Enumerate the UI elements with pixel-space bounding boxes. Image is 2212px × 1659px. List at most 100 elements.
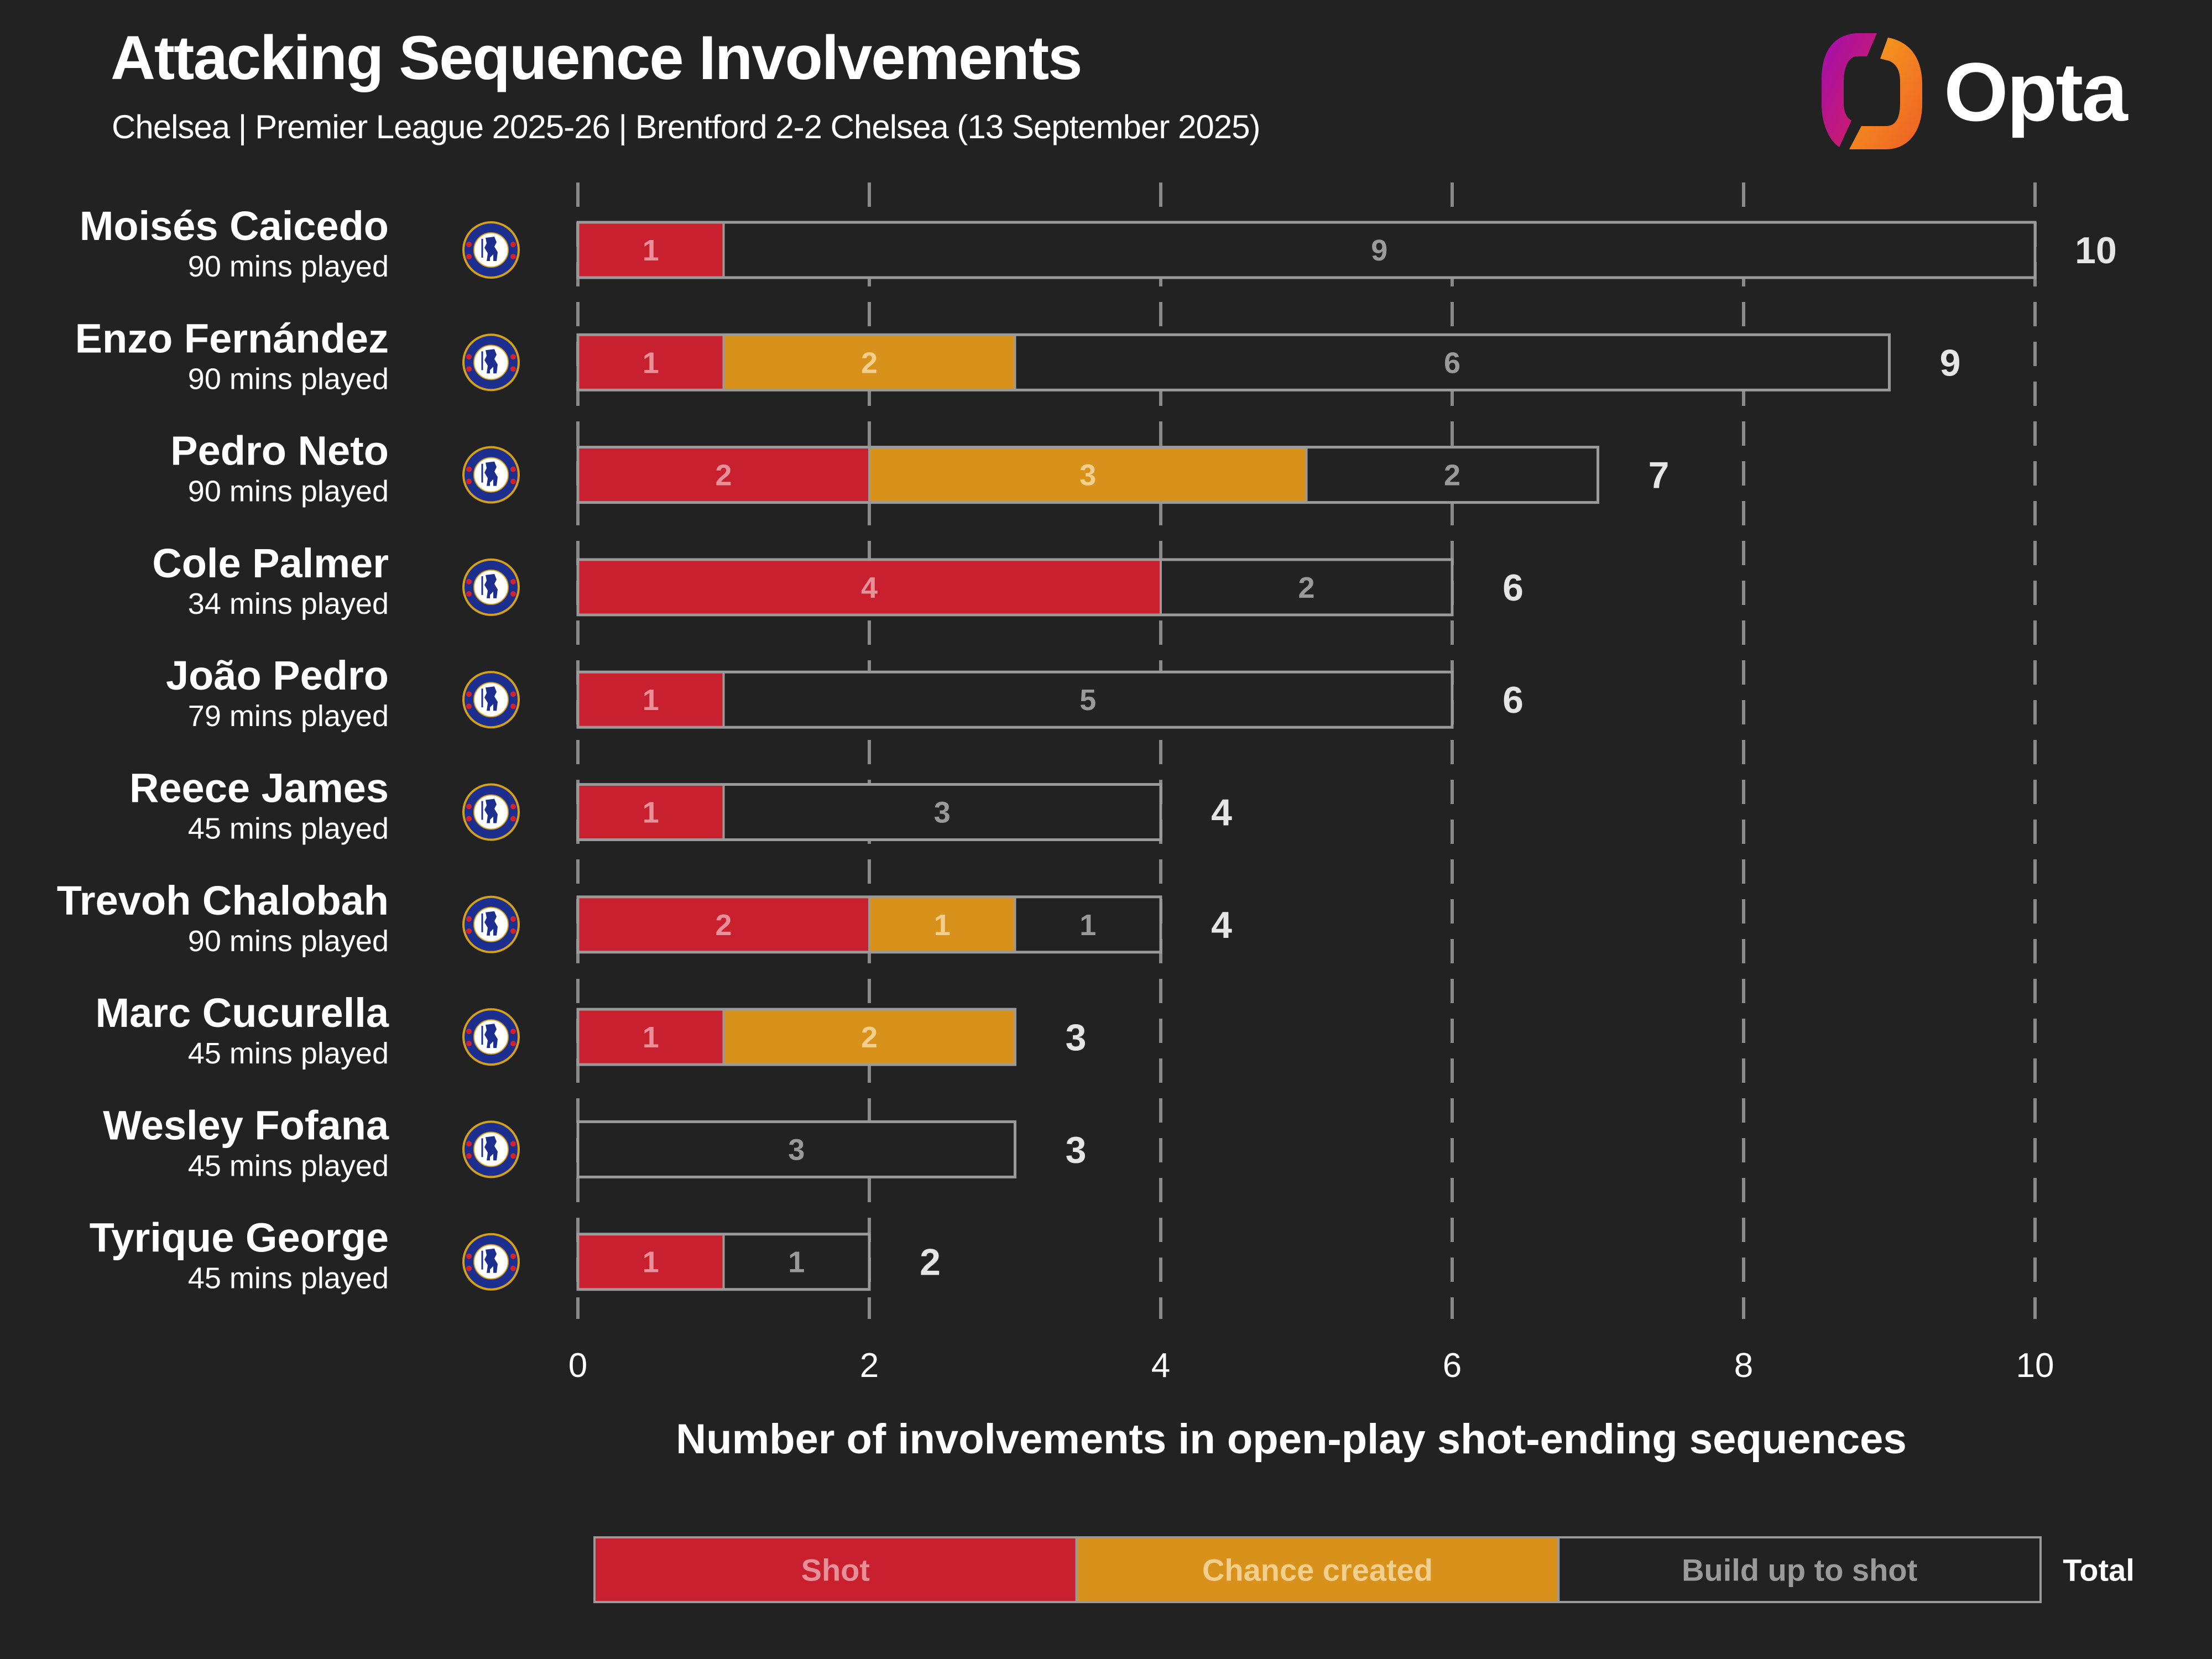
crest-rose (466, 1153, 472, 1159)
minutes-played: 90 mins played (188, 475, 389, 508)
player-name: João Pedro (166, 653, 389, 698)
shot-segment-label: 1 (643, 796, 659, 830)
shot-segment-label: 2 (715, 909, 732, 942)
build-up-segment-label: 5 (1079, 684, 1096, 717)
legend: Shot Chance created Build up to shot Total (593, 1536, 2135, 1603)
x-tick-label: 10 (2016, 1347, 2054, 1385)
minutes-played: 34 mins played (188, 587, 389, 620)
chart-title: Attacking Sequence Involvements (111, 23, 1082, 92)
legend-build-up-label: Build up to shot (1682, 1553, 1917, 1588)
chance-created-segment-label: 3 (1079, 459, 1096, 492)
player-name: Tyrique George (90, 1215, 389, 1261)
minutes-played: 45 mins played (188, 812, 389, 846)
minutes-played: 90 mins played (188, 362, 389, 395)
opta-brand-text: Opta (1944, 45, 2128, 138)
crest-lion (484, 573, 498, 598)
total-label: 6 (1503, 679, 1524, 721)
crest-rose (466, 1253, 472, 1259)
player-name: Enzo Fernández (75, 315, 389, 361)
crest-rose (510, 1141, 516, 1147)
player-name: Cole Palmer (152, 540, 389, 586)
bar-outline (576, 1008, 1016, 1066)
shot-segment (577, 1008, 725, 1066)
bar-row: 4 2 6 (576, 558, 1524, 617)
bar-row: 2 3 2 7 (576, 446, 1670, 504)
crest-rose (510, 816, 516, 822)
shot-segment-label: 1 (643, 234, 659, 267)
legend-total-label: Total (2063, 1553, 2135, 1588)
legend-shot-swatch (593, 1536, 1078, 1603)
player-name: Trevoh Chalobah (57, 878, 389, 924)
player-name: Moisés Caicedo (80, 203, 389, 249)
shot-segment-label: 1 (643, 346, 659, 379)
player-name: Wesley Fofana (103, 1102, 389, 1148)
crest-rose (466, 1041, 472, 1047)
total-label: 9 (1940, 342, 1961, 384)
crest-rose (466, 354, 472, 360)
total-label: 10 (2075, 229, 2117, 272)
player-name: Marc Cucurella (95, 990, 389, 1036)
total-label: 2 (920, 1241, 941, 1284)
minutes-played: 45 mins played (188, 1262, 389, 1295)
crest-rose (510, 1253, 516, 1259)
crest-rose (466, 691, 472, 697)
crest-lion (484, 349, 498, 374)
x-tick-label: 4 (1151, 1347, 1170, 1385)
crest-rose (510, 591, 516, 597)
build-up-segment (1305, 446, 1599, 504)
crest-rose (510, 691, 516, 697)
crest-rose (466, 816, 472, 822)
chelsea-crest-icon (462, 1008, 520, 1066)
minutes-played: 90 mins played (188, 250, 389, 283)
bar-row: 1 9 10 (576, 221, 2117, 279)
bar-outline (576, 333, 1891, 392)
bar-row: 1 5 6 (576, 670, 1524, 729)
total-label: 3 (1066, 1016, 1087, 1058)
crest-rose (466, 928, 472, 934)
crest-lion (484, 1024, 498, 1048)
crest-rose (466, 478, 472, 484)
x-tick-label: 0 (568, 1347, 587, 1385)
crest-rose (510, 578, 516, 585)
crest-rose (466, 703, 472, 709)
opta-logo-icon (1822, 33, 1922, 149)
crest-rose (466, 1029, 472, 1035)
crest-rose (466, 254, 472, 259)
bar-row: 1 2 3 (576, 1008, 1087, 1066)
total-label: 3 (1066, 1129, 1087, 1171)
crest-rose (466, 804, 472, 810)
chelsea-crest-icon (462, 895, 520, 953)
total-label: 4 (1211, 792, 1232, 834)
crest-rose (466, 1265, 472, 1271)
chelsea-crest-icon (462, 783, 520, 841)
legend-build-up-swatch (1557, 1536, 2042, 1603)
player-name: Pedro Neto (170, 428, 389, 474)
bar-outline (576, 670, 1454, 729)
crest-lion (484, 461, 498, 486)
build-up-segment-label: 3 (934, 796, 951, 830)
bar-row: 2 1 1 4 (576, 895, 1232, 954)
chance-created-segment-label: 2 (861, 346, 878, 379)
crest-rose (510, 804, 516, 810)
crest-rose (510, 928, 516, 934)
minutes-played: 45 mins played (188, 1149, 389, 1182)
bar-outline (576, 446, 1599, 504)
crest-rose (510, 242, 516, 247)
build-up-segment (1160, 558, 1453, 616)
bar-row: 1 3 4 (576, 783, 1232, 841)
crest-rose (466, 591, 472, 597)
x-axis-title: Number of involvements in open-play shot… (676, 1416, 1906, 1463)
total-label: 4 (1211, 904, 1232, 946)
crest-lion (484, 1136, 498, 1161)
crest-rose (466, 242, 472, 247)
crest-rose (510, 366, 516, 372)
build-up-segment-label: 2 (1444, 459, 1460, 492)
chelsea-crest-icon (462, 671, 520, 729)
bar-outline (576, 558, 1454, 617)
total-label: 7 (1648, 455, 1670, 497)
